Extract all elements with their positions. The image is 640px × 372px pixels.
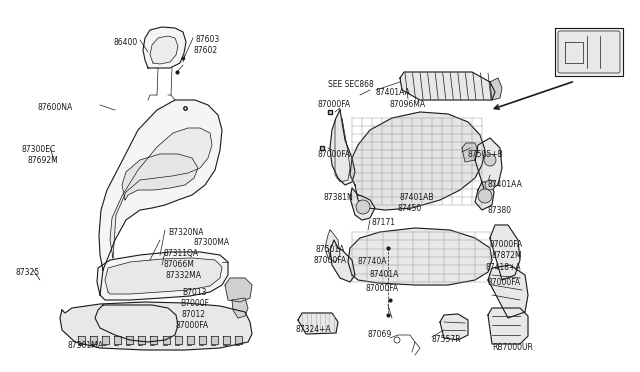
- Polygon shape: [225, 278, 252, 302]
- Polygon shape: [348, 228, 492, 285]
- Text: 87381N: 87381N: [323, 193, 353, 202]
- Text: 86400: 86400: [113, 38, 137, 47]
- Polygon shape: [150, 36, 178, 64]
- Polygon shape: [555, 28, 623, 76]
- Polygon shape: [138, 336, 145, 344]
- Text: 87000FA: 87000FA: [318, 100, 351, 109]
- Text: 87000FA: 87000FA: [318, 150, 351, 159]
- Polygon shape: [223, 336, 230, 344]
- Text: 87069: 87069: [368, 330, 392, 339]
- Text: 87311QA: 87311QA: [163, 249, 198, 258]
- Text: 87000FA: 87000FA: [366, 284, 399, 293]
- Text: 87602: 87602: [193, 46, 217, 55]
- Text: 87324+A: 87324+A: [296, 325, 332, 334]
- Circle shape: [485, 180, 495, 190]
- Polygon shape: [325, 230, 340, 262]
- Polygon shape: [565, 42, 583, 63]
- Polygon shape: [462, 143, 478, 162]
- Text: B7320NA: B7320NA: [168, 228, 204, 237]
- Polygon shape: [440, 314, 468, 340]
- Text: 87418+A: 87418+A: [486, 263, 522, 272]
- Polygon shape: [199, 336, 206, 344]
- Text: 87505+B: 87505+B: [467, 150, 503, 159]
- Text: 87401AB: 87401AB: [400, 193, 435, 202]
- Polygon shape: [95, 305, 178, 342]
- Polygon shape: [97, 252, 228, 300]
- Polygon shape: [490, 78, 502, 100]
- Text: 87000FA: 87000FA: [490, 240, 523, 249]
- Polygon shape: [122, 154, 198, 200]
- Text: 87000FA: 87000FA: [175, 321, 208, 330]
- Polygon shape: [488, 308, 528, 344]
- Polygon shape: [163, 336, 170, 344]
- Polygon shape: [235, 336, 242, 344]
- Polygon shape: [110, 128, 212, 258]
- Text: RB7000UR: RB7000UR: [492, 343, 533, 352]
- Polygon shape: [99, 100, 222, 270]
- Polygon shape: [78, 336, 85, 344]
- Text: 87380: 87380: [488, 206, 512, 215]
- Text: SEE SEC868: SEE SEC868: [328, 80, 374, 89]
- Polygon shape: [475, 138, 502, 192]
- Polygon shape: [350, 112, 485, 210]
- Text: 87012: 87012: [182, 310, 206, 319]
- Polygon shape: [60, 302, 252, 350]
- Polygon shape: [490, 225, 520, 280]
- Polygon shape: [400, 72, 495, 100]
- Polygon shape: [143, 27, 186, 68]
- Text: 87401AA: 87401AA: [488, 180, 523, 189]
- Text: 87872M: 87872M: [492, 251, 523, 260]
- Polygon shape: [175, 336, 182, 344]
- Text: 87096MA: 87096MA: [390, 100, 426, 109]
- Circle shape: [356, 200, 370, 214]
- Text: 87332MA: 87332MA: [166, 271, 202, 280]
- Text: 87300EC: 87300EC: [22, 145, 56, 154]
- Text: 87450: 87450: [398, 204, 422, 213]
- Text: 87692M: 87692M: [28, 156, 59, 165]
- Polygon shape: [90, 336, 97, 344]
- Polygon shape: [114, 336, 121, 344]
- Text: 87740A: 87740A: [358, 257, 387, 266]
- Text: 87171: 87171: [372, 218, 396, 227]
- Polygon shape: [232, 298, 248, 318]
- Polygon shape: [475, 182, 494, 210]
- Text: 87401AA: 87401AA: [376, 88, 411, 97]
- Text: 87600NA: 87600NA: [38, 103, 73, 112]
- Text: 87501A: 87501A: [316, 245, 346, 254]
- Circle shape: [484, 154, 496, 166]
- Text: 87401A: 87401A: [370, 270, 399, 279]
- Text: 87300MA: 87300MA: [193, 238, 229, 247]
- Text: 87000FA: 87000FA: [314, 256, 347, 265]
- Polygon shape: [350, 188, 375, 220]
- Polygon shape: [211, 336, 218, 344]
- Polygon shape: [105, 258, 222, 294]
- Polygon shape: [187, 336, 194, 344]
- Text: B7013: B7013: [182, 288, 207, 297]
- Text: B7000F: B7000F: [180, 299, 209, 308]
- Text: 87000FA: 87000FA: [488, 278, 521, 287]
- Polygon shape: [488, 265, 528, 318]
- Text: 87301MA: 87301MA: [68, 341, 104, 350]
- Polygon shape: [298, 313, 338, 334]
- Polygon shape: [126, 336, 133, 344]
- Polygon shape: [330, 240, 355, 282]
- Text: 87325: 87325: [16, 268, 40, 277]
- Circle shape: [478, 189, 492, 203]
- Polygon shape: [330, 110, 355, 185]
- Text: 87603: 87603: [195, 35, 220, 44]
- Text: 87557R: 87557R: [432, 335, 461, 344]
- Polygon shape: [150, 336, 157, 344]
- Text: 87066M: 87066M: [163, 260, 194, 269]
- FancyBboxPatch shape: [558, 31, 620, 73]
- Polygon shape: [102, 336, 109, 344]
